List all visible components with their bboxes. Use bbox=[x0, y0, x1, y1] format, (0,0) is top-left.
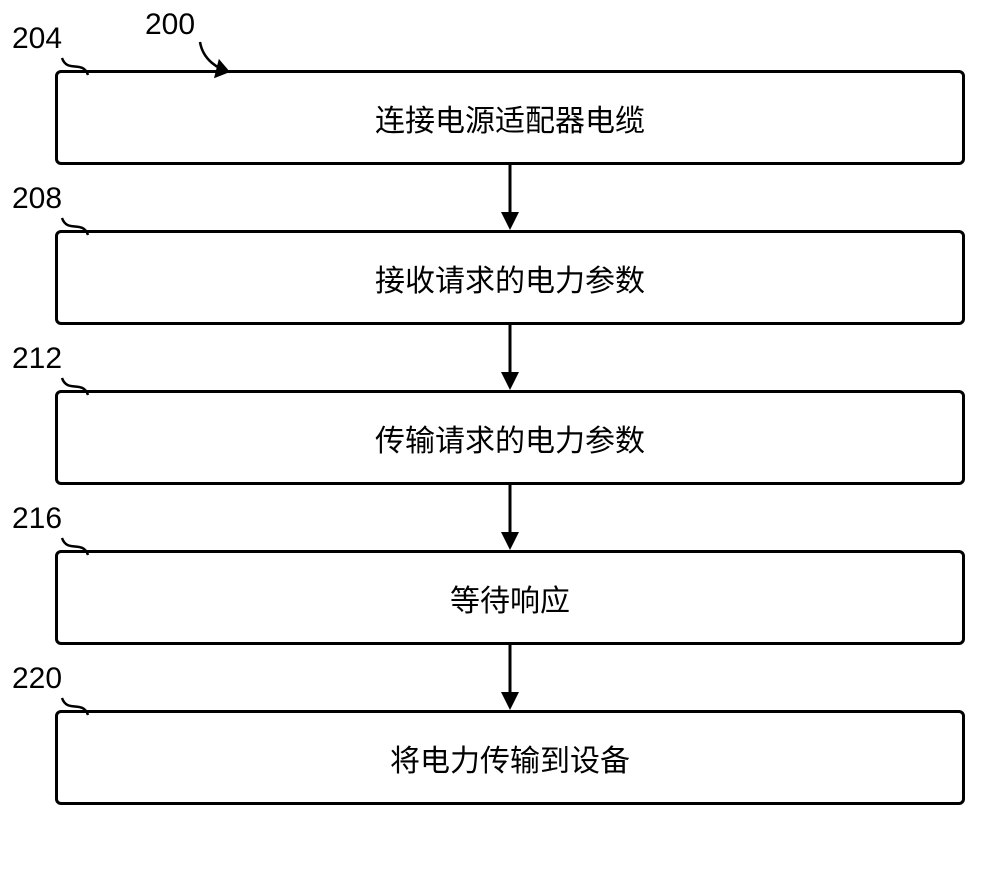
diagram-ref-label: 200 bbox=[145, 8, 195, 42]
flow-arrow bbox=[492, 485, 528, 550]
flow-node-n5: 将电力传输到设备 bbox=[55, 710, 965, 805]
ref-label: 220 bbox=[12, 662, 62, 696]
ref-label: 216 bbox=[12, 502, 62, 536]
flow-node-text: 等待响应 bbox=[450, 576, 570, 620]
flow-node-n3: 传输请求的电力参数 bbox=[55, 390, 965, 485]
flow-node-text: 传输请求的电力参数 bbox=[375, 416, 645, 460]
flow-node-text: 将电力传输到设备 bbox=[390, 736, 630, 780]
flow-arrow bbox=[492, 165, 528, 230]
ref-label: 208 bbox=[12, 182, 62, 216]
flow-node-n2: 接收请求的电力参数 bbox=[55, 230, 965, 325]
flow-node-n1: 连接电源适配器电缆 bbox=[55, 70, 965, 165]
flow-node-text: 接收请求的电力参数 bbox=[375, 256, 645, 300]
flow-arrow bbox=[492, 325, 528, 390]
flow-node-text: 连接电源适配器电缆 bbox=[375, 96, 645, 140]
ref-label: 204 bbox=[12, 22, 62, 56]
flowchart-canvas: 连接电源适配器电缆接收请求的电力参数传输请求的电力参数等待响应将电力传输到设备 2… bbox=[0, 0, 1000, 870]
flow-arrow bbox=[492, 645, 528, 710]
flow-node-n4: 等待响应 bbox=[55, 550, 965, 645]
ref-label: 212 bbox=[12, 342, 62, 376]
